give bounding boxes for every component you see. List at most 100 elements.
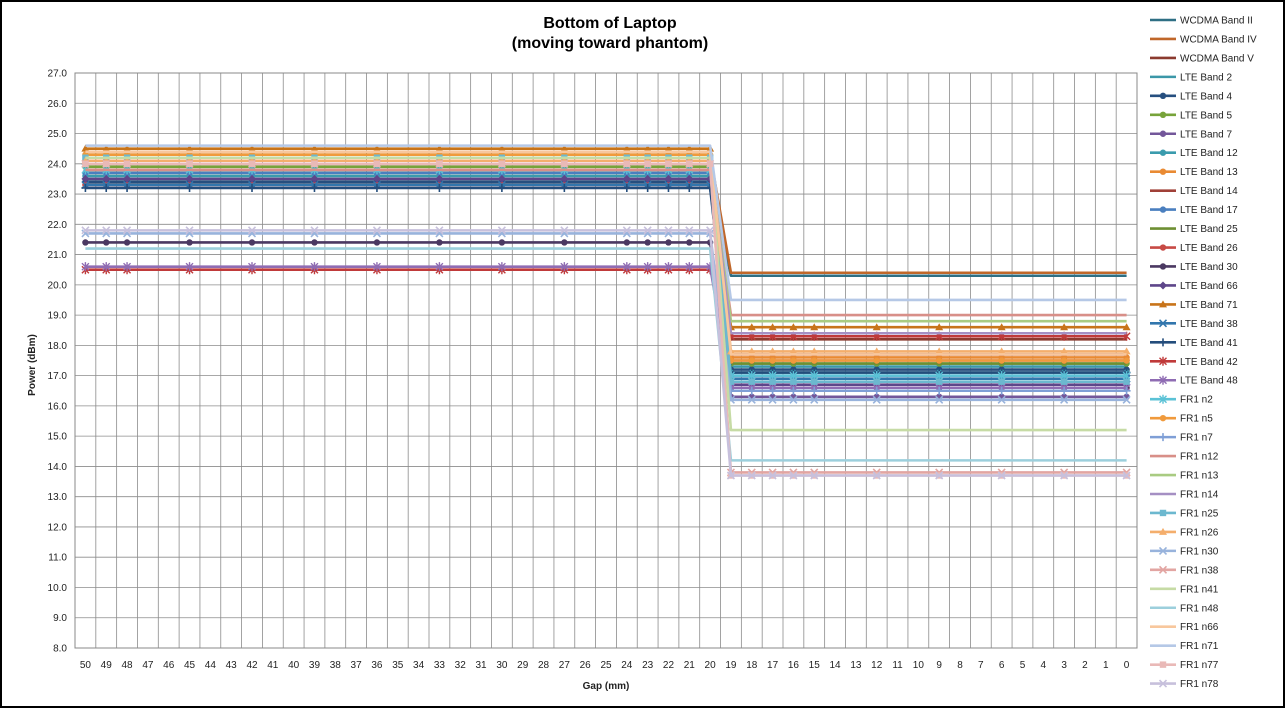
data-point-marker: [706, 226, 715, 235]
legend-label: LTE Band 17: [1180, 205, 1238, 216]
x-tick-label: 46: [163, 660, 175, 671]
legend-marker: [1159, 509, 1167, 517]
x-tick-label: 11: [892, 660, 903, 671]
legend-marker: [1159, 661, 1167, 668]
y-tick-label: 9.0: [53, 613, 67, 624]
x-tick-label: 1: [1103, 660, 1109, 671]
data-point-marker: [123, 262, 132, 272]
data-point-marker: [310, 174, 319, 183]
data-point-marker: [747, 395, 756, 404]
series-line: [85, 150, 1127, 356]
legend-label: FR1 n2: [1180, 395, 1213, 406]
legend-item: WCDMA Band II: [1150, 16, 1253, 27]
data-point-marker: [436, 160, 443, 167]
data-point-marker: [686, 239, 693, 246]
series-35: [81, 226, 1131, 480]
legend-item: FR1 n78: [1150, 679, 1219, 690]
legend-item: LTE Band 25: [1150, 224, 1238, 235]
data-point-marker: [747, 347, 756, 355]
series-21: [82, 151, 1130, 364]
x-tick-label: 35: [392, 660, 404, 671]
data-point-marker: [372, 144, 381, 152]
data-point-marker: [497, 144, 506, 152]
data-point-marker: [768, 323, 777, 331]
y-tick-label: 21.0: [48, 250, 68, 261]
series-line: [85, 147, 1127, 329]
data-point-marker: [686, 160, 693, 167]
y-tick-label: 15.0: [48, 432, 68, 443]
data-point-marker: [102, 184, 111, 192]
data-point-marker: [997, 323, 1006, 331]
x-tick-label: 7: [978, 660, 984, 671]
data-point-marker: [248, 174, 256, 183]
data-point-marker: [872, 471, 881, 480]
legend-item: LTE Band 12: [1150, 148, 1238, 159]
legend-label: LTE Band 7: [1180, 129, 1233, 140]
legend-item: WCDMA Band IV: [1150, 34, 1257, 45]
data-point-marker: [998, 357, 1005, 364]
legend-marker: [1158, 546, 1168, 555]
data-point-marker: [185, 226, 194, 235]
series-31: [85, 247, 1127, 462]
legend-marker: [1159, 263, 1167, 270]
chart-subtitle: (moving toward phantom): [512, 35, 708, 52]
series-28: [81, 229, 1131, 404]
legend-marker: [1159, 130, 1167, 137]
data-point-marker: [790, 378, 797, 385]
series-line: [85, 168, 1127, 317]
y-axis-ticks: 8.0 9.0 10.0 11.0 12.0 13.0 14.0 15.0 16.0 17.0 18…: [48, 69, 68, 655]
legend-label: FR1 n78: [1180, 679, 1219, 690]
series-17: [81, 184, 1131, 377]
data-point-marker: [103, 160, 110, 167]
x-tick-label: 2: [1082, 660, 1088, 671]
data-point-marker: [665, 239, 672, 246]
legend-marker: [1159, 168, 1167, 175]
data-point-marker: [1060, 386, 1069, 395]
series-line: [85, 183, 1127, 380]
series-line: [85, 180, 1127, 371]
data-point-marker: [186, 160, 193, 167]
data-point-marker: [748, 378, 755, 385]
legend-marker: [1159, 394, 1167, 404]
legend-item: LTE Band 14: [1150, 186, 1238, 197]
x-tick-label: 32: [455, 660, 467, 671]
series-line: [85, 156, 1127, 432]
legend: WCDMA Band II WCDMA Band IV WCDMA Band V LT…: [1150, 16, 1257, 690]
data-point-marker: [1060, 347, 1069, 355]
data-point-marker: [560, 174, 569, 183]
series-line: [85, 159, 1127, 353]
x-tick-label: 21: [684, 660, 696, 671]
x-tick-label: 24: [621, 660, 633, 671]
legend-label: WCDMA Band IV: [1180, 34, 1257, 45]
x-tick-label: 6: [999, 660, 1005, 671]
data-point-marker: [997, 347, 1006, 355]
data-point-marker: [311, 160, 318, 167]
data-point-marker: [311, 239, 318, 246]
series-line: [85, 265, 1127, 390]
data-point-marker: [747, 471, 756, 480]
legend-item: FR1 n14: [1150, 490, 1219, 501]
data-point-marker: [1122, 323, 1131, 331]
data-point-marker: [1122, 347, 1131, 355]
data-point-marker: [643, 262, 652, 272]
series-group: [81, 144, 1131, 480]
data-point-marker: [935, 471, 944, 480]
data-point-marker: [747, 323, 756, 331]
data-point-marker: [123, 160, 131, 167]
data-point-marker: [873, 357, 880, 364]
legend-marker: [1159, 300, 1167, 308]
legend-label: FR1 n13: [1180, 471, 1219, 482]
x-tick-label: 38: [330, 660, 342, 671]
legend-marker: [1158, 565, 1168, 574]
series-29: [81, 159, 1131, 477]
data-point-marker: [248, 144, 256, 152]
x-tick-label: 31: [475, 660, 487, 671]
x-tick-label: 19: [725, 660, 737, 671]
y-tick-label: 24.0: [48, 159, 68, 170]
y-axis-title: Power (dBm): [27, 334, 38, 396]
data-point-marker: [1123, 378, 1130, 385]
data-point-marker: [248, 239, 256, 246]
data-point-marker: [373, 160, 381, 167]
legend-item: FR1 n71: [1150, 641, 1219, 652]
